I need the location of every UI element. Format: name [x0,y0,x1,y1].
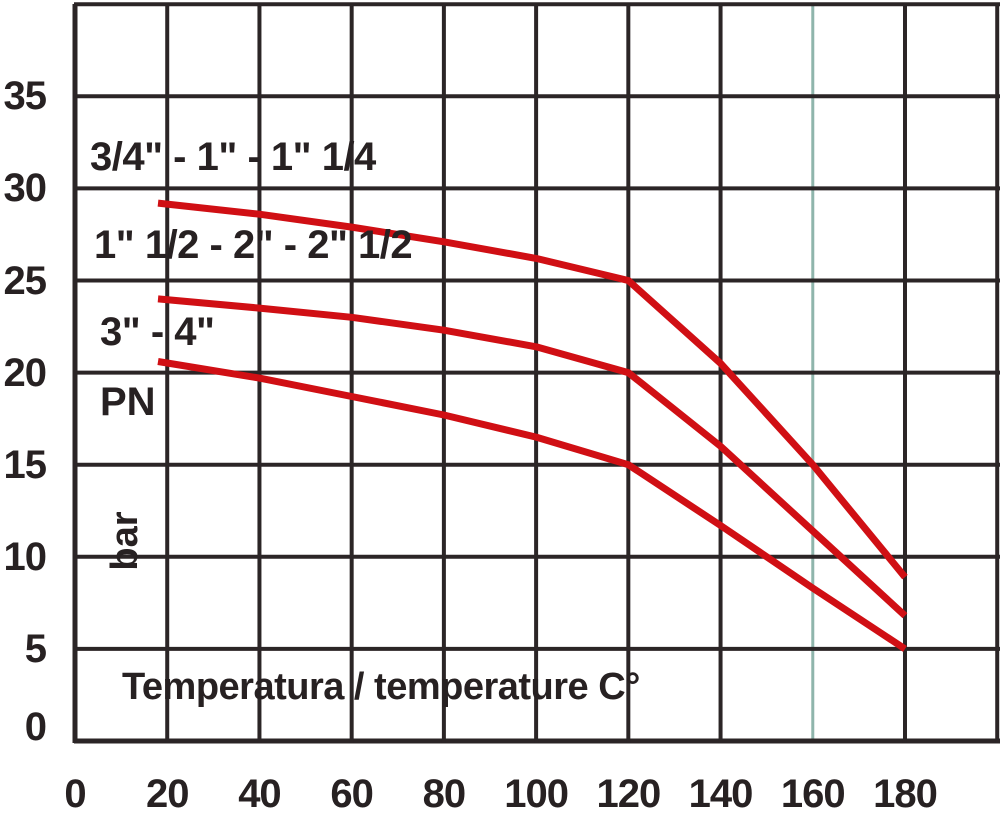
y-tick-label-25: 25 [3,258,48,303]
y-tick-label-5: 5 [24,626,47,671]
x-tick-label-80: 80 [422,772,467,813]
x-tick-label-20: 20 [145,772,190,813]
x-tick-label-100: 100 [504,772,569,813]
y-tick-label-10: 10 [3,534,48,579]
y-tick-label-35: 35 [3,74,48,119]
y-tick-label-20: 20 [3,350,48,395]
x-tick-label-180: 180 [873,772,938,813]
y-tick-label-0: 0 [24,705,47,749]
x-tick-label-0: 0 [64,772,86,813]
x-tick-label-140: 140 [688,772,754,813]
curve-series-1 [157,295,908,619]
series-label-medium-sizes: 1" 1/2 - 2" - 2" 1/2 [94,223,413,267]
x-tick-label-60: 60 [330,772,374,813]
y-axis-unit-pn: PN [100,380,156,424]
x-tick-label-40: 40 [238,772,282,813]
curve-series-2 [157,358,907,652]
y-tick-label-30: 30 [3,166,48,211]
series-label-small-sizes: 3/4" - 1" - 1" 1/4 [90,135,376,179]
y-tick-label-15: 15 [3,442,48,487]
x-tick-label-160: 160 [780,772,846,813]
x-axis-title: Temperatura / temperature C° [122,666,640,708]
y-axis-unit-bar: bar [104,511,147,571]
series-label-large-sizes: 3" - 4" [100,310,215,354]
curve-series-0 [157,199,908,580]
x-tick-label-120: 120 [596,772,661,813]
